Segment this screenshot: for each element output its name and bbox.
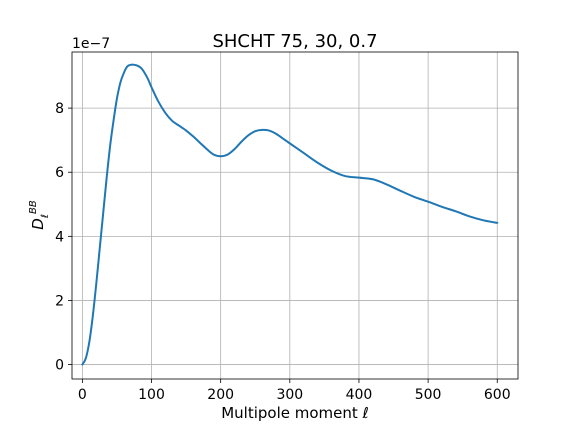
plot-frame (71, 51, 519, 380)
y-tick-label: 4 (55, 229, 64, 245)
y-offset-label: 1e−7 (72, 36, 110, 52)
x-tick-label: 600 (484, 387, 511, 403)
y-axis-title-sup: BB (28, 200, 39, 214)
x-tick-label: 0 (78, 387, 87, 403)
x-tick-label: 300 (276, 387, 303, 403)
y-tick-label: 8 (55, 101, 64, 117)
y-tick-label: 2 (55, 293, 64, 309)
x-tick-label: 100 (138, 387, 165, 403)
series-layer (81, 63, 499, 366)
y-axis-title-main: D (29, 218, 47, 230)
y-tick-label: 6 (55, 165, 64, 181)
ticks: 0 100 200 300 400 500 600 0 2 4 6 8 (55, 101, 511, 403)
y-axis-title: DℓBB (28, 200, 51, 230)
y-tick-label: 0 (55, 358, 64, 374)
x-tick-label: 500 (415, 387, 442, 403)
x-axis-title: Multipole moment ℓ (221, 404, 369, 422)
x-tick-label: 200 (207, 387, 234, 403)
svg-text:DℓBB: DℓBB (28, 200, 51, 230)
grid (72, 52, 518, 379)
y-axis-title-sub: ℓ (40, 214, 51, 218)
series-line (81, 63, 499, 366)
chart-title: SHCHT 75, 30, 0.7 (212, 31, 377, 52)
x-tick-label: 400 (346, 387, 373, 403)
